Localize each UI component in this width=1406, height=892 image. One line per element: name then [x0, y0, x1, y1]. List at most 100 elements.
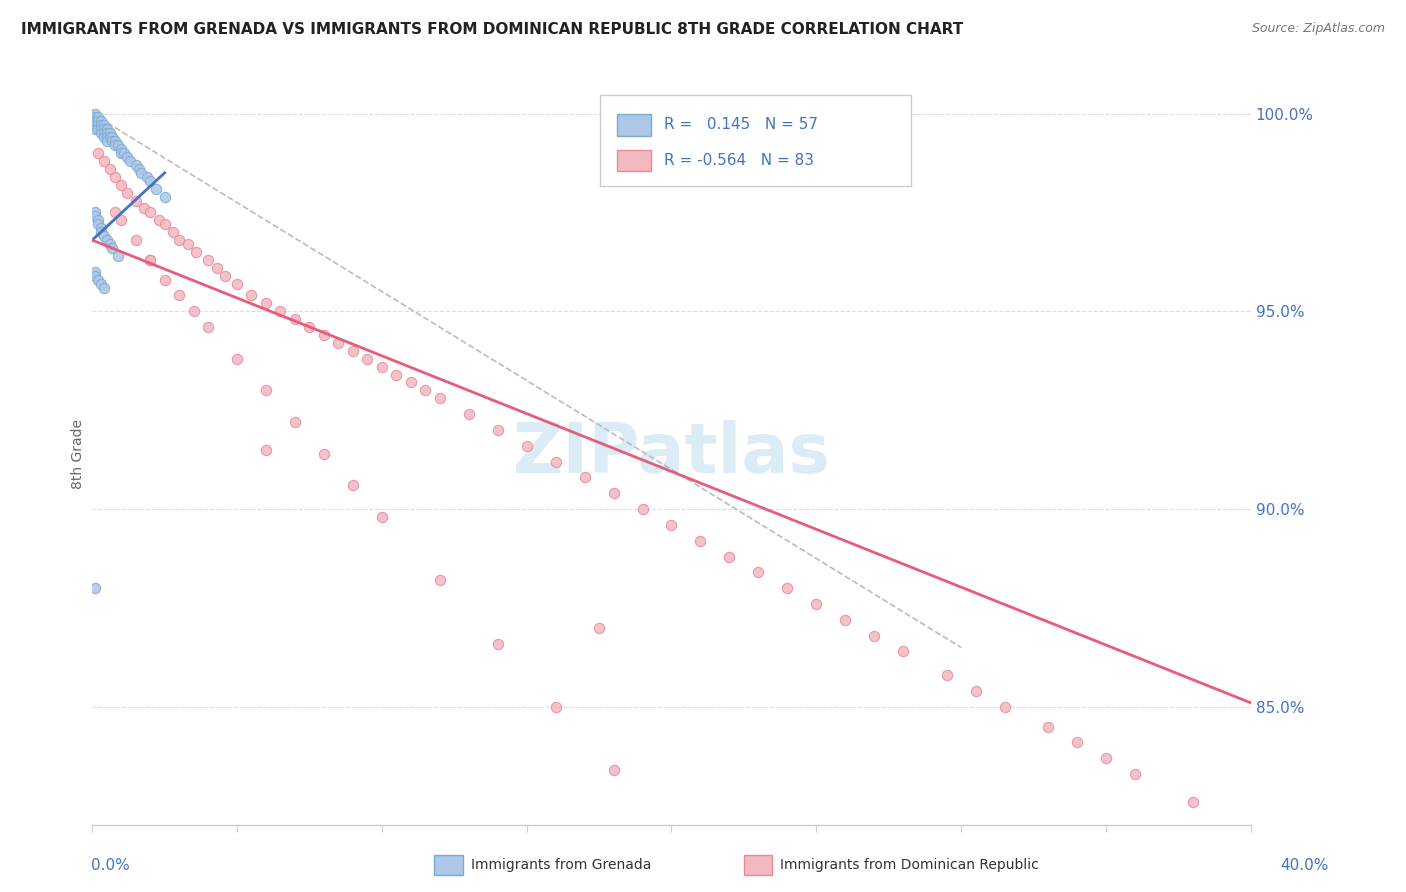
Point: [90, 114, 112, 128]
Point: [342, 343, 364, 358]
Point: [115, 186, 138, 200]
Point: [87, 114, 110, 128]
Point: [110, 178, 132, 192]
Point: [965, 684, 987, 698]
Point: [486, 423, 509, 437]
Point: [226, 351, 249, 366]
Point: [399, 376, 422, 390]
Point: [84, 265, 107, 279]
Point: [139, 252, 162, 267]
Point: [806, 597, 828, 611]
Point: [834, 613, 856, 627]
Point: [269, 304, 291, 318]
Point: [139, 174, 162, 188]
Point: [90, 221, 112, 235]
Point: [110, 142, 132, 156]
Point: [96, 134, 118, 148]
Point: [153, 189, 176, 203]
Point: [1036, 720, 1059, 734]
Point: [90, 277, 112, 291]
Point: [186, 244, 208, 259]
Point: [145, 182, 167, 196]
Point: [90, 126, 112, 140]
Point: [98, 126, 121, 140]
Point: [167, 288, 190, 302]
Point: [429, 392, 451, 406]
Point: [486, 636, 509, 650]
Point: [93, 122, 115, 136]
Text: ZIPatlas: ZIPatlas: [513, 420, 831, 487]
Point: [153, 273, 176, 287]
Text: IMMIGRANTS FROM GRENADA VS IMMIGRANTS FROM DOMINICAN REPUBLIC 8TH GRADE CORRELAT: IMMIGRANTS FROM GRENADA VS IMMIGRANTS FR…: [21, 22, 963, 37]
Point: [136, 169, 159, 184]
Point: [661, 826, 683, 840]
Point: [93, 119, 115, 133]
Point: [96, 122, 118, 136]
Point: [134, 202, 156, 216]
Point: [128, 161, 150, 176]
Point: [574, 470, 596, 484]
Point: [87, 213, 110, 227]
Point: [104, 134, 127, 148]
Point: [167, 233, 190, 247]
Point: [93, 126, 115, 140]
Point: [588, 621, 610, 635]
Point: [110, 146, 132, 161]
Point: [104, 205, 127, 219]
Point: [84, 210, 107, 224]
Point: [254, 296, 277, 310]
Point: [371, 359, 394, 374]
Point: [254, 442, 277, 457]
Point: [87, 217, 110, 231]
Point: [84, 205, 107, 219]
Point: [93, 130, 115, 145]
Point: [84, 114, 107, 128]
Point: [98, 161, 121, 176]
Text: Immigrants from Dominican Republic: Immigrants from Dominican Republic: [780, 858, 1039, 872]
Point: [101, 241, 124, 255]
Point: [197, 320, 219, 334]
Text: Source: ZipAtlas.com: Source: ZipAtlas.com: [1251, 22, 1385, 36]
Point: [371, 510, 394, 524]
Point: [153, 217, 176, 231]
Point: [98, 130, 121, 145]
Point: [544, 454, 567, 468]
Point: [101, 134, 124, 148]
Point: [93, 153, 115, 168]
Point: [661, 517, 683, 532]
Point: [87, 119, 110, 133]
Point: [148, 213, 170, 227]
Point: [118, 153, 141, 168]
Point: [84, 581, 107, 595]
Point: [429, 573, 451, 587]
Point: [284, 415, 307, 429]
Point: [1066, 735, 1088, 749]
Y-axis label: 8th Grade: 8th Grade: [72, 418, 86, 489]
Point: [240, 288, 263, 302]
Point: [84, 268, 107, 283]
Point: [183, 304, 205, 318]
Point: [1123, 767, 1146, 781]
Point: [284, 312, 307, 326]
Point: [1181, 795, 1204, 809]
Point: [177, 237, 200, 252]
Point: [994, 699, 1017, 714]
Point: [544, 699, 567, 714]
Point: [93, 229, 115, 244]
Point: [107, 138, 129, 153]
Point: [84, 106, 107, 120]
Point: [891, 644, 914, 658]
Point: [131, 166, 153, 180]
Point: [226, 277, 249, 291]
Point: [356, 351, 378, 366]
Text: R = -0.564   N = 83: R = -0.564 N = 83: [664, 153, 814, 168]
Point: [104, 138, 127, 153]
Point: [205, 260, 228, 275]
Point: [312, 328, 335, 343]
Point: [104, 169, 127, 184]
Text: 40.0%: 40.0%: [1281, 858, 1329, 872]
Point: [1095, 751, 1118, 765]
Point: [98, 237, 121, 252]
Point: [776, 581, 799, 595]
Point: [93, 280, 115, 294]
